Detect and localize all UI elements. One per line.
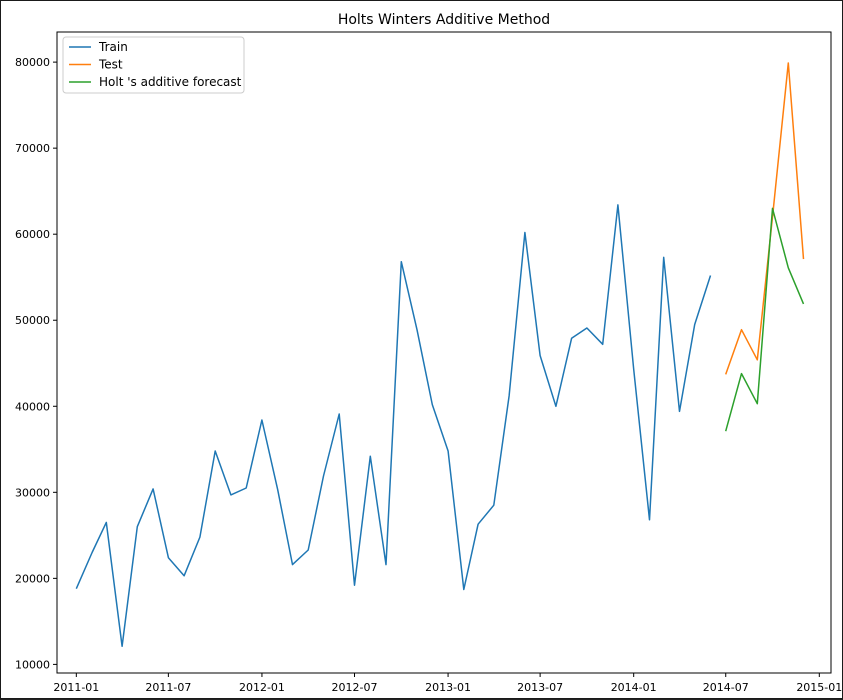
x-tick-label: 2015-01	[796, 681, 842, 694]
series-layer	[75, 62, 805, 648]
series-line-0	[75, 204, 712, 648]
x-tick-label: 2013-01	[425, 681, 471, 694]
x-axis: 2011-01 2011-07 2012-01 2012-07 2013-01 2013-…	[53, 673, 842, 694]
y-axis: 10000 20000 30000 40000 50000 60000 70000 80000	[15, 56, 57, 671]
x-tick-label: 2014-07	[703, 681, 749, 694]
y-tick-label: 50000	[15, 314, 50, 327]
y-tick-label: 40000	[15, 400, 50, 413]
y-tick-label: 10000	[15, 658, 50, 671]
y-tick-label: 80000	[15, 56, 50, 69]
x-tick-label: 2011-01	[53, 681, 99, 694]
legend-box	[62, 36, 245, 94]
chart-title: Holts Winters Additive Method	[338, 12, 550, 28]
legend-label: Train	[98, 40, 128, 54]
series-line-1	[724, 62, 805, 375]
y-tick-label: 70000	[15, 142, 50, 155]
x-tick-label: 2014-01	[611, 681, 657, 694]
series-line-2	[724, 207, 805, 432]
plot-area	[56, 31, 832, 674]
y-tick-label: 20000	[15, 572, 50, 585]
y-tick-label: 60000	[15, 228, 50, 241]
x-tick-label: 2013-07	[517, 681, 563, 694]
y-tick-label: 30000	[15, 486, 50, 499]
x-tick-label: 2012-07	[332, 681, 378, 694]
legend-label: Test	[98, 58, 123, 72]
x-tick-label: 2011-07	[145, 681, 191, 694]
legend: Train Test Holt 's additive forecast	[62, 36, 245, 94]
legend-label: Holt 's additive forecast	[99, 75, 242, 89]
x-tick-label: 2012-01	[239, 681, 285, 694]
